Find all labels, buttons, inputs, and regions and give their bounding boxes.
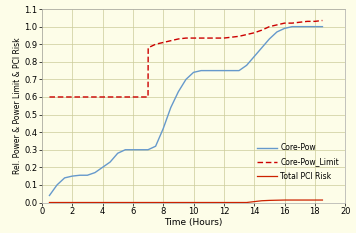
Core-Pow_Limit: [298, 21, 302, 24]
Core-Pow: [55, 184, 59, 186]
Core-Pow_Limit: [146, 96, 150, 98]
Core-Pow: [176, 90, 180, 93]
Core-Pow: [275, 31, 279, 33]
Core-Pow: [47, 194, 52, 197]
Total PCI Risk: [305, 199, 309, 202]
Core-Pow: [222, 69, 226, 72]
Core-Pow_Limit: [222, 37, 226, 39]
Core-Pow_Limit: [146, 46, 150, 49]
Core-Pow_Limit: [313, 20, 317, 23]
Core-Pow_Limit: [169, 39, 173, 42]
Core-Pow_Limit: [282, 22, 287, 24]
Core-Pow: [206, 69, 211, 72]
Core-Pow_Limit: [229, 36, 234, 39]
Core-Pow_Limit: [237, 35, 241, 38]
Core-Pow: [214, 69, 219, 72]
Y-axis label: Rel. Power & Power Limit & PCI Risk: Rel. Power & Power Limit & PCI Risk: [13, 38, 22, 174]
Line: Core-Pow_Limit: Core-Pow_Limit: [49, 21, 323, 97]
Core-Pow: [313, 25, 317, 28]
Core-Pow: [260, 46, 264, 49]
Total PCI Risk: [146, 201, 150, 204]
Total PCI Risk: [267, 199, 272, 202]
Line: Core-Pow: Core-Pow: [49, 27, 323, 195]
Core-Pow: [63, 176, 67, 179]
Core-Pow: [267, 38, 272, 40]
Core-Pow_Limit: [245, 33, 249, 36]
Total PCI Risk: [320, 199, 325, 202]
Core-Pow: [320, 25, 325, 28]
Core-Pow: [184, 78, 188, 81]
Core-Pow: [116, 152, 120, 155]
Core-Pow_Limit: [184, 37, 188, 39]
Core-Pow: [138, 148, 143, 151]
Core-Pow: [305, 25, 309, 28]
Legend: Core-Pow, Core-Pow_Limit, Total PCI Risk: Core-Pow, Core-Pow_Limit, Total PCI Risk: [255, 141, 341, 183]
Core-Pow: [282, 27, 287, 30]
Core-Pow: [169, 106, 173, 109]
Core-Pow_Limit: [192, 37, 196, 39]
Core-Pow: [131, 148, 135, 151]
Total PCI Risk: [275, 199, 279, 202]
Core-Pow: [100, 166, 105, 169]
Core-Pow: [290, 25, 294, 28]
Core-Pow: [93, 171, 97, 174]
Core-Pow: [245, 64, 249, 67]
Core-Pow: [199, 69, 203, 72]
Core-Pow: [108, 161, 112, 164]
Core-Pow_Limit: [176, 38, 180, 40]
Core-Pow: [153, 145, 158, 148]
Core-Pow_Limit: [320, 19, 325, 22]
Total PCI Risk: [282, 199, 287, 202]
Core-Pow_Limit: [290, 22, 294, 24]
Core-Pow: [229, 69, 234, 72]
Total PCI Risk: [252, 200, 256, 203]
Core-Pow: [85, 174, 89, 177]
Core-Pow_Limit: [260, 29, 264, 31]
Core-Pow_Limit: [252, 31, 256, 34]
Total PCI Risk: [313, 199, 317, 202]
Core-Pow: [252, 55, 256, 58]
Total PCI Risk: [245, 201, 249, 204]
Core-Pow: [123, 148, 127, 151]
Total PCI Risk: [161, 201, 165, 204]
Core-Pow: [192, 71, 196, 74]
Total PCI Risk: [298, 199, 302, 202]
Core-Pow: [70, 175, 74, 178]
X-axis label: Time (Hours): Time (Hours): [164, 219, 223, 227]
Total PCI Risk: [260, 199, 264, 202]
Core-Pow_Limit: [214, 37, 219, 39]
Core-Pow_Limit: [206, 37, 211, 39]
Total PCI Risk: [192, 201, 196, 204]
Line: Total PCI Risk: Total PCI Risk: [49, 200, 323, 202]
Core-Pow: [146, 148, 150, 151]
Core-Pow_Limit: [275, 24, 279, 26]
Total PCI Risk: [290, 199, 294, 202]
Core-Pow_Limit: [153, 43, 158, 46]
Core-Pow_Limit: [47, 96, 52, 98]
Core-Pow_Limit: [267, 25, 272, 28]
Total PCI Risk: [47, 201, 52, 204]
Core-Pow_Limit: [199, 37, 203, 39]
Core-Pow: [161, 127, 165, 130]
Core-Pow_Limit: [161, 41, 165, 44]
Core-Pow: [237, 69, 241, 72]
Core-Pow: [78, 174, 82, 177]
Core-Pow: [298, 25, 302, 28]
Core-Pow_Limit: [305, 20, 309, 23]
